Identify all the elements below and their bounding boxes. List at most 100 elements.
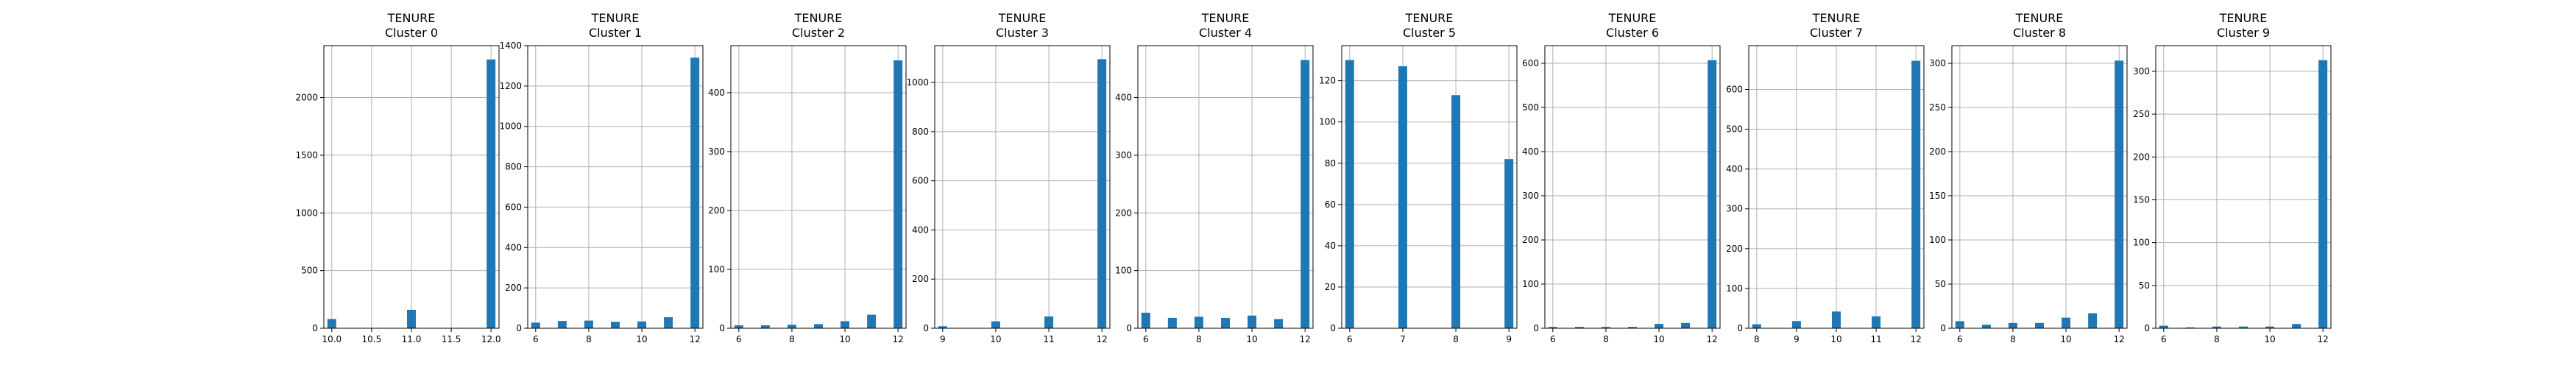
y-tick-label: 600	[912, 176, 929, 186]
x-tick-label: 6	[736, 334, 742, 344]
histogram-bar	[1167, 317, 1177, 328]
y-tick-label: 200	[2133, 152, 2150, 162]
y-tick-label: 100	[1522, 279, 1539, 289]
y-tick-label: 80	[1325, 158, 1336, 169]
x-tick-label: 10	[839, 334, 850, 344]
y-tick-label: 300	[708, 146, 725, 157]
histogram-bar	[1221, 317, 1230, 328]
axes-frame	[1544, 45, 1721, 329]
histogram-bar	[1872, 316, 1881, 328]
y-tick-label: 2000	[295, 93, 318, 103]
histogram-bar	[2318, 60, 2328, 329]
histogram-bar	[760, 325, 770, 328]
y-tick-label: 0	[1533, 323, 1539, 333]
y-tick-label: 40	[1325, 241, 1336, 251]
y-tick-label: 100	[708, 264, 725, 275]
x-tick-label: 10	[636, 334, 647, 344]
axes-frame	[2155, 45, 2332, 329]
histogram-bar	[867, 314, 877, 328]
histogram-bar	[938, 326, 947, 328]
histogram-bar	[327, 319, 336, 328]
axes-frame	[1137, 45, 1314, 329]
histogram-bar	[991, 321, 1000, 328]
y-tick-label: 0	[312, 323, 318, 333]
histogram-bar	[2265, 326, 2275, 328]
chart-subtitle: Cluster 4	[1199, 26, 1252, 40]
x-tick-label: 10	[1830, 334, 1841, 344]
chart-subtitle: Cluster 8	[2013, 26, 2066, 40]
histogram-bar	[1911, 60, 1921, 328]
x-tick-label: 12	[1911, 334, 1922, 344]
chart-title: TENURE	[1405, 11, 1454, 25]
y-tick-label: 150	[2133, 194, 2150, 205]
chart-title: TENURE	[794, 11, 843, 25]
histogram-bar	[2008, 322, 2017, 328]
chart-title: TENURE	[1608, 11, 1657, 25]
x-tick-label: 6	[1957, 334, 1963, 344]
histogram-bar	[1791, 321, 1801, 328]
y-tick-label: 200	[505, 283, 522, 293]
histogram-bar	[2035, 322, 2044, 328]
y-tick-label: 100	[2133, 238, 2150, 248]
x-tick-label: 12	[893, 334, 904, 344]
histogram-bar	[841, 321, 850, 328]
chart-subtitle: Cluster 5	[1403, 26, 1456, 40]
histogram-bar	[2292, 324, 2301, 328]
y-tick-label: 250	[2133, 109, 2150, 119]
y-tick-label: 300	[1522, 191, 1539, 201]
histogram-bar	[1628, 327, 1637, 328]
y-tick-label: 1400	[499, 40, 522, 51]
x-tick-label: 10.5	[362, 334, 382, 344]
chart-subtitle: Cluster 0	[385, 26, 438, 40]
x-tick-label: 8	[1603, 334, 1609, 344]
histogram-bar	[486, 59, 496, 328]
histogram-bar	[611, 322, 620, 328]
y-tick-label: 0	[719, 323, 725, 333]
x-tick-label: 11.5	[442, 334, 461, 344]
histogram-bar	[1398, 66, 1407, 328]
histogram-bar	[1708, 60, 1717, 329]
histogram-bar	[407, 309, 416, 328]
x-tick-label: 11	[1043, 334, 1054, 344]
x-tick-label: 8	[789, 334, 795, 344]
x-tick-label: 9	[1506, 334, 1512, 344]
x-tick-label: 9	[940, 334, 946, 344]
histogram-bar	[1097, 59, 1107, 328]
histogram-bar	[584, 320, 593, 328]
x-tick-label: 8	[1453, 334, 1459, 344]
y-tick-label: 0	[1330, 323, 1336, 333]
x-tick-label: 10.0	[322, 334, 342, 344]
histogram-bar	[894, 60, 903, 328]
y-tick-label: 400	[1726, 164, 1743, 174]
x-tick-label: 6	[1347, 334, 1353, 344]
histogram-bar	[2159, 325, 2168, 328]
y-tick-label: 300	[1115, 150, 1132, 160]
x-tick-label: 8	[2214, 334, 2220, 344]
y-tick-label: 0	[1126, 323, 1132, 333]
histogram-bar	[1981, 325, 1991, 328]
x-tick-label: 12	[690, 334, 701, 344]
x-tick-label: 12	[2318, 334, 2329, 344]
y-tick-label: 20	[1325, 282, 1336, 292]
y-tick-label: 1000	[295, 208, 318, 218]
x-tick-label: 10	[1653, 334, 1664, 344]
y-tick-label: 600	[1522, 58, 1539, 68]
histogram-bar	[1548, 327, 1557, 328]
y-tick-label: 300	[1726, 204, 1743, 214]
y-tick-label: 1000	[499, 121, 522, 132]
chart-subtitle: Cluster 2	[792, 26, 845, 40]
y-tick-label: 800	[505, 162, 522, 172]
x-tick-label: 7	[1400, 334, 1406, 344]
histogram-bar	[1301, 60, 1310, 329]
axes-frame	[527, 45, 704, 329]
histogram-bar	[2212, 326, 2221, 328]
histogram-bar	[1955, 321, 1964, 328]
axes-frame	[1951, 45, 2128, 329]
x-tick-label: 10	[990, 334, 1001, 344]
y-tick-label: 400	[1115, 93, 1132, 103]
